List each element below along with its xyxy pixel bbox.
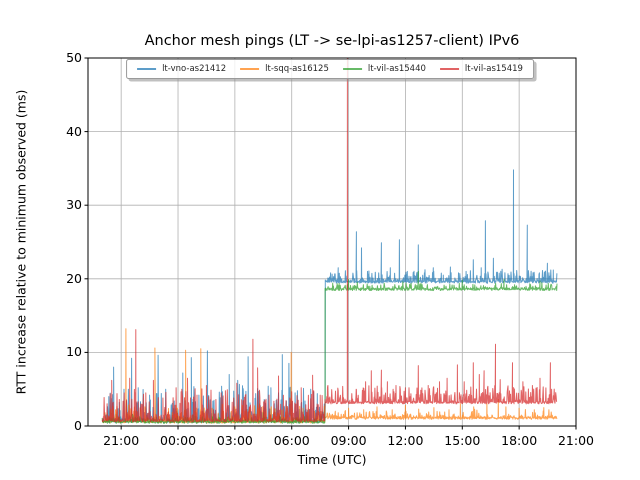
legend-label: lt-sqq-as16125: [265, 64, 329, 74]
legend-line-icon: [342, 68, 362, 70]
legend-item-lt-vil-as15440: lt-vil-as15440: [342, 64, 426, 74]
x-tick-label: 21:00: [557, 433, 595, 448]
x-tick-label: 06:00: [273, 433, 310, 448]
legend-item-lt-vno-as21412: lt-vno-as21412: [137, 64, 226, 74]
y-tick-label: 30: [66, 197, 82, 213]
legend-line-icon: [240, 68, 260, 70]
axes-spines: [87, 57, 577, 427]
series-line-lt-vil-as15440: [101, 270, 558, 424]
x-axis-label: Time (UTC): [297, 452, 367, 467]
x-tick-label: 21:00: [103, 433, 140, 448]
chart-title: Anchor mesh pings (LT -> se-lpi-as1257-c…: [144, 33, 520, 49]
legend-label: lt-vno-as21412: [162, 64, 227, 74]
series-line-lt-vno-as21412: [101, 169, 558, 424]
x-tick-label: 09:00: [330, 433, 367, 448]
legend-item-lt-sqq-as16125: lt-sqq-as16125: [240, 64, 329, 74]
y-tick-label: 10: [66, 344, 82, 360]
x-tick-label: 00:00: [160, 433, 197, 448]
y-tick-label: 40: [66, 123, 82, 139]
x-tick-label: 15:00: [444, 433, 481, 448]
x-tick-label: 03:00: [216, 433, 253, 448]
legend-item-lt-vil-as15419: lt-vil-as15419: [439, 64, 523, 74]
legend-label: lt-vil-as15440: [367, 64, 426, 74]
series-line-lt-vil-as15419: [101, 58, 558, 423]
y-tick-label: 20: [66, 270, 82, 286]
legend: lt-vno-as21412 lt-sqq-as16125 lt-vil-as154…: [126, 59, 534, 79]
y-tick-label: 50: [66, 50, 82, 65]
x-tick-label: 18:00: [501, 433, 538, 448]
legend-line-icon: [137, 68, 157, 70]
series-line-lt-sqq-as16125: [101, 328, 558, 424]
y-axis-label: RTT increase relative to minimum observe…: [13, 89, 29, 395]
y-tick-label: 0: [74, 418, 82, 433]
x-tick-label: 12:00: [387, 433, 424, 448]
legend-line-icon: [439, 68, 459, 70]
legend-label: lt-vil-as15419: [464, 64, 523, 74]
